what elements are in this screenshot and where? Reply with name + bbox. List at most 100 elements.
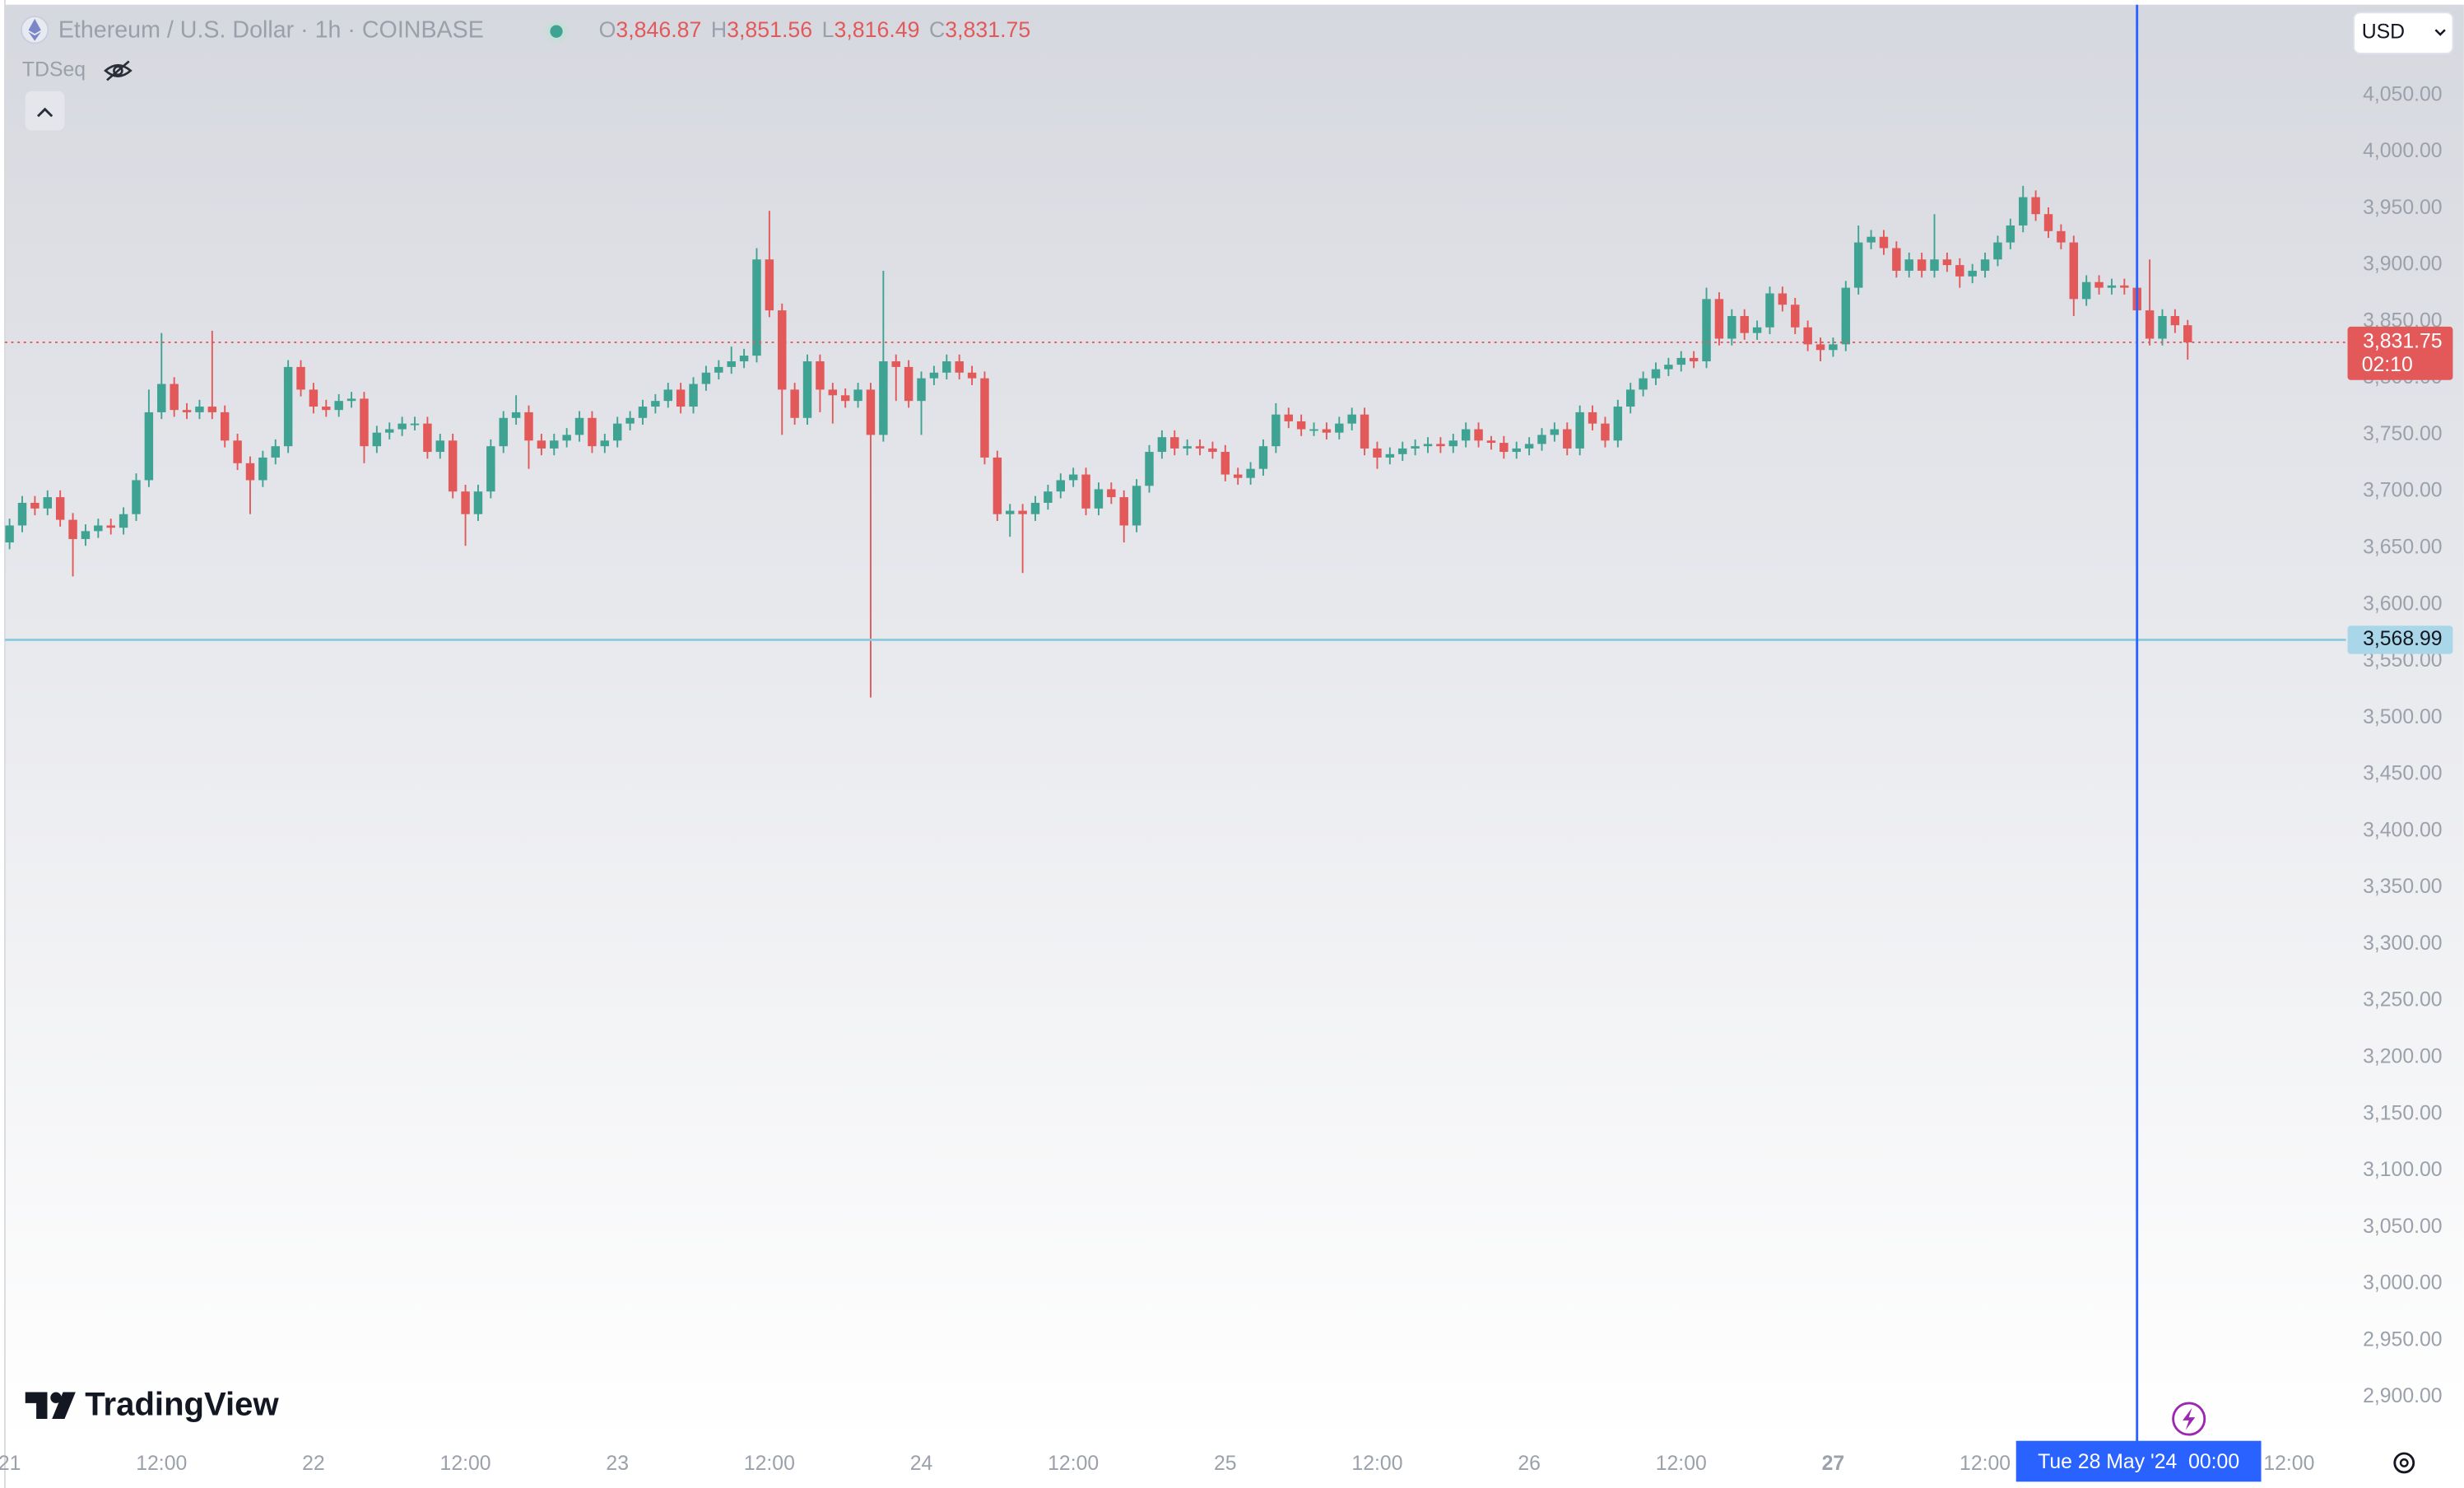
x-tick-label: 12:00 [1048, 1453, 1099, 1475]
marks [4, 185, 2346, 698]
candle-body [1258, 446, 1268, 469]
candle-body [816, 361, 825, 390]
x-tick-label: 21 [0, 1453, 21, 1475]
candle-body [1955, 265, 1964, 277]
y-tick-label: 4,050.00 [2363, 83, 2443, 105]
settings-icon[interactable] [2393, 1452, 2415, 1474]
x-tick-label: 12:00 [1656, 1453, 1707, 1475]
crosshair-x-box [2015, 1440, 2262, 1482]
y-tick-label: 3,150.00 [2363, 1102, 2443, 1124]
candle-body [524, 412, 533, 441]
candle-body [1904, 259, 1913, 271]
candle-body [2158, 315, 2167, 339]
candle-body [588, 417, 597, 447]
candle-body [1601, 423, 1610, 441]
candle-body [5, 525, 14, 543]
candle-body [1474, 429, 1483, 441]
currency-select[interactable] [2353, 12, 2454, 54]
candle-body [1347, 414, 1356, 424]
symbol-title[interactable]: Ethereum / U.S. Dollar · 1h · COINBASE [58, 17, 484, 44]
candle-body [1486, 440, 1496, 444]
candle-body [1411, 446, 1420, 449]
candle-body [182, 410, 192, 412]
candle-body [1791, 305, 1800, 328]
candle-body [537, 440, 546, 449]
candle-body [258, 457, 267, 481]
collapse-icon [37, 107, 53, 118]
x-tick-label: 27 [1822, 1453, 1845, 1475]
candle-body [1448, 440, 1458, 447]
candle-body [170, 384, 179, 411]
candle-body [1714, 299, 1724, 339]
candle-body [1272, 414, 1281, 447]
candle-body [727, 361, 736, 367]
candle-body [1588, 412, 1597, 424]
candle-body [993, 457, 1002, 514]
candle-body [1373, 448, 1382, 458]
candle-body [612, 423, 622, 441]
candle-body [879, 361, 888, 435]
x-tick-label: 12:00 [136, 1453, 187, 1475]
x-tick-label: 12:00 [2263, 1453, 2314, 1475]
candle-body [1335, 423, 1344, 433]
candle-body [1980, 259, 1990, 271]
candle-body [1081, 474, 1090, 509]
candle-body [1752, 327, 1762, 333]
last-price-box [2347, 326, 2453, 380]
candle-body [1284, 414, 1293, 421]
candle-body [1107, 489, 1116, 498]
ohlc-value: 3,851.56 [727, 17, 812, 42]
candle-body [1676, 357, 1686, 365]
candle-body [1524, 444, 1534, 449]
candle-body [752, 259, 761, 356]
candle-body [600, 440, 610, 447]
y-tick-label: 3,400.00 [2363, 819, 2443, 841]
x-tick-label: 12:00 [440, 1453, 491, 1475]
candle-body [94, 525, 103, 532]
candle-body [397, 423, 407, 430]
candle-body [917, 378, 926, 402]
candle-body [1157, 437, 1167, 453]
candle-body [2069, 242, 2079, 300]
candle-body [1208, 448, 1217, 453]
candle-body [1664, 365, 1673, 370]
candle-body [1512, 448, 1521, 453]
candle-body [55, 497, 65, 520]
indicator-name[interactable]: TDSeq [22, 58, 86, 81]
candle-body [1537, 435, 1546, 444]
candle-body [309, 389, 318, 407]
candle-body [1613, 407, 1623, 441]
candle-body [157, 384, 166, 412]
x-tick-label: 12:00 [744, 1453, 795, 1475]
candle-body [980, 378, 989, 458]
candle-body [2081, 281, 2091, 300]
candle-body [651, 401, 660, 407]
candle-body [106, 525, 115, 528]
candle-body [550, 440, 559, 449]
y-tick-label: 3,650.00 [2363, 537, 2443, 559]
candle-body [1436, 444, 1445, 447]
candle-body [448, 440, 458, 492]
candle-body [1829, 344, 1838, 351]
candle-body [1056, 480, 1066, 492]
y-tick-label: 3,950.00 [2363, 197, 2443, 219]
ohlc-key: C [929, 17, 945, 42]
candle-body [2107, 285, 2117, 288]
brand-name[interactable]: TradingView [85, 1386, 279, 1422]
candle-body [1423, 444, 1433, 447]
candle-body [663, 389, 673, 402]
candle-body [461, 491, 470, 514]
candle-body [207, 407, 217, 412]
candle-body [1044, 491, 1053, 503]
candle-body [245, 463, 255, 481]
candle-body [410, 423, 420, 425]
hide-indicator-icon[interactable] [104, 60, 132, 81]
brand-logo[interactable] [25, 1392, 76, 1419]
crosshair-y-box [2347, 625, 2453, 654]
eth-glyph [28, 18, 41, 41]
candle-body [2031, 197, 2040, 215]
candle-body [1005, 510, 1015, 514]
candle-body [119, 514, 128, 528]
candle-body [68, 519, 77, 539]
candle-body [473, 491, 483, 514]
